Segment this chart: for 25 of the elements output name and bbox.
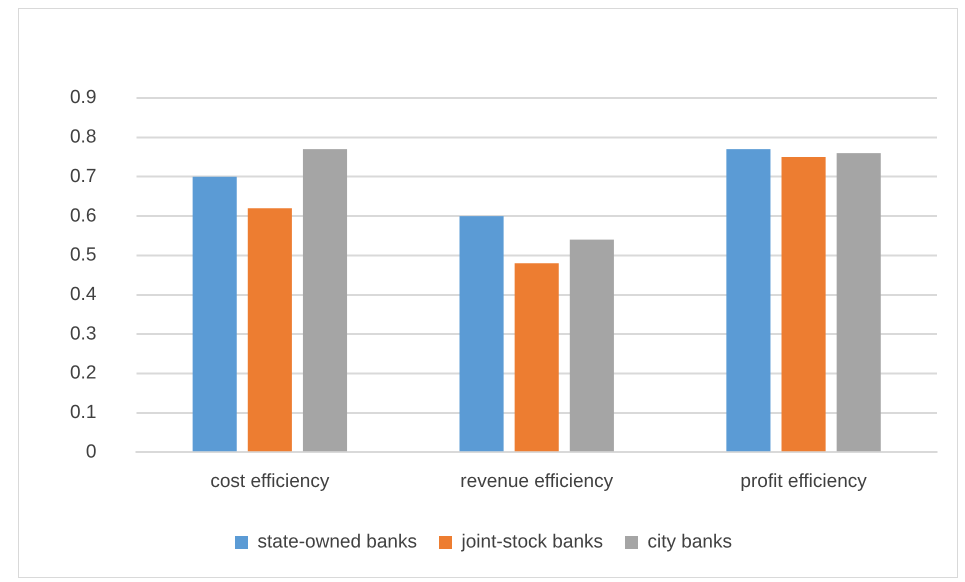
x-tick-label: cost efficiency bbox=[210, 470, 330, 492]
y-tick-label: 0.7 bbox=[70, 166, 96, 187]
legend-label: joint-stock banks bbox=[460, 532, 604, 553]
legend-label: state-owned banks bbox=[258, 532, 418, 553]
bar bbox=[570, 240, 614, 452]
y-tick-label: 0.1 bbox=[70, 402, 96, 424]
bar bbox=[782, 157, 826, 452]
bar bbox=[192, 176, 237, 452]
bar bbox=[514, 263, 559, 452]
bar bbox=[302, 149, 348, 452]
x-tick-label: profit efficiency bbox=[740, 470, 868, 492]
bar bbox=[459, 216, 504, 452]
legend-label: city banks bbox=[648, 532, 732, 553]
y-tick-label: 0.9 bbox=[70, 87, 96, 108]
y-tick-label: 0.3 bbox=[70, 323, 96, 344]
bar bbox=[726, 149, 770, 452]
bar bbox=[836, 153, 881, 452]
y-tick-label: 0 bbox=[86, 441, 96, 462]
y-tick-label: 0.8 bbox=[70, 126, 96, 148]
y-tick-label: 0.5 bbox=[70, 244, 96, 266]
y-tick-label: 0.4 bbox=[70, 284, 97, 306]
bar bbox=[248, 208, 292, 452]
y-tick-label: 0.6 bbox=[70, 205, 96, 226]
y-tick-label: 0.2 bbox=[70, 362, 96, 384]
x-tick-label: revenue efficiency bbox=[460, 470, 614, 492]
